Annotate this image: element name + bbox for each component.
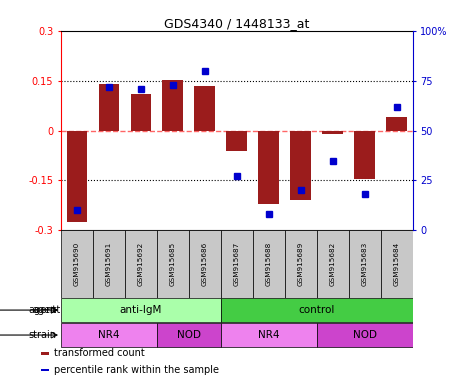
- Title: GDS4340 / 1448133_at: GDS4340 / 1448133_at: [164, 17, 310, 30]
- Text: GSM915683: GSM915683: [362, 242, 368, 286]
- Text: percentile rank within the sample: percentile rank within the sample: [53, 365, 219, 375]
- Bar: [322, 131, 343, 134]
- Bar: [41, 352, 49, 354]
- Bar: [285, 230, 317, 298]
- Text: GSM915690: GSM915690: [74, 242, 80, 286]
- Text: anti-IgM: anti-IgM: [120, 305, 162, 315]
- Text: GSM915687: GSM915687: [234, 242, 240, 286]
- Text: NOD: NOD: [353, 330, 377, 340]
- Bar: [61, 323, 157, 347]
- Text: GSM915685: GSM915685: [170, 242, 176, 286]
- Text: GSM915686: GSM915686: [202, 242, 208, 286]
- Bar: [195, 86, 215, 131]
- Bar: [253, 230, 285, 298]
- Bar: [61, 230, 93, 298]
- Bar: [125, 230, 157, 298]
- Text: agent: agent: [33, 305, 61, 315]
- Bar: [221, 230, 253, 298]
- Bar: [157, 230, 189, 298]
- Text: transformed count: transformed count: [53, 348, 144, 358]
- Bar: [67, 131, 87, 222]
- Bar: [61, 298, 221, 322]
- Bar: [317, 230, 349, 298]
- Bar: [157, 323, 221, 347]
- Bar: [130, 94, 151, 131]
- Text: GSM915684: GSM915684: [394, 242, 400, 286]
- Text: agent: agent: [28, 305, 56, 315]
- Text: NR4: NR4: [98, 330, 120, 340]
- Text: NOD: NOD: [177, 330, 201, 340]
- Bar: [355, 131, 375, 179]
- Bar: [98, 84, 119, 131]
- Text: GSM915692: GSM915692: [138, 242, 144, 286]
- Text: GSM915689: GSM915689: [298, 242, 304, 286]
- Bar: [258, 131, 279, 204]
- Bar: [317, 323, 413, 347]
- Bar: [290, 131, 311, 200]
- Bar: [189, 230, 221, 298]
- Bar: [221, 323, 317, 347]
- Bar: [93, 230, 125, 298]
- Text: GSM915682: GSM915682: [330, 242, 336, 286]
- Text: NR4: NR4: [258, 330, 280, 340]
- Bar: [41, 369, 49, 371]
- Bar: [227, 131, 247, 151]
- Bar: [381, 230, 413, 298]
- Text: control: control: [299, 305, 335, 315]
- Text: GSM915688: GSM915688: [266, 242, 272, 286]
- Bar: [386, 117, 407, 131]
- Text: strain: strain: [28, 330, 56, 340]
- Bar: [221, 298, 413, 322]
- Bar: [162, 80, 183, 131]
- Bar: [349, 230, 381, 298]
- Text: GSM915691: GSM915691: [106, 242, 112, 286]
